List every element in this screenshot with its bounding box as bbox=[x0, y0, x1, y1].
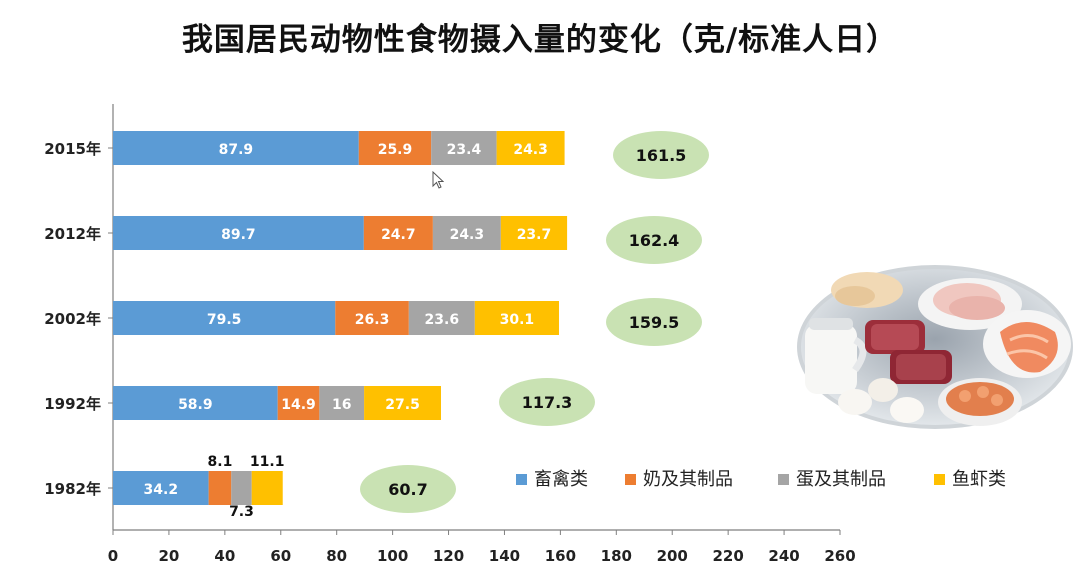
x-tick-label: 20 bbox=[158, 547, 179, 565]
total-badge bbox=[499, 378, 595, 426]
mouse-cursor-icon bbox=[432, 171, 444, 189]
bar-segment bbox=[474, 301, 559, 335]
category-label: 1982年 bbox=[44, 480, 101, 498]
data-label: 25.9 bbox=[378, 142, 413, 158]
x-tick-label: 40 bbox=[214, 547, 235, 565]
total-badge bbox=[606, 216, 702, 264]
category-label: 2015年 bbox=[44, 140, 101, 158]
total-label: 161.5 bbox=[636, 146, 687, 165]
legend-swatch bbox=[625, 474, 636, 485]
bar-segment bbox=[408, 301, 475, 335]
total-label: 117.3 bbox=[522, 393, 573, 412]
x-tick-label: 240 bbox=[768, 547, 799, 565]
bar-segment bbox=[113, 301, 336, 335]
bar-segment bbox=[319, 386, 365, 420]
legend-label: 畜禽类 bbox=[534, 469, 588, 490]
bar-segment bbox=[363, 216, 433, 250]
bar-segment bbox=[364, 386, 441, 420]
total-badge bbox=[613, 131, 709, 179]
data-label: 23.6 bbox=[425, 312, 460, 328]
bar-segment bbox=[500, 216, 568, 250]
x-tick-label: 100 bbox=[377, 547, 408, 565]
x-tick-label: 120 bbox=[433, 547, 464, 565]
bar-segment bbox=[113, 216, 364, 250]
data-label: 24.7 bbox=[381, 227, 416, 243]
data-label: 27.5 bbox=[385, 397, 420, 413]
x-tick-label: 140 bbox=[489, 547, 520, 565]
food-photo-icon bbox=[797, 265, 1073, 429]
category-label: 2012年 bbox=[44, 225, 101, 243]
legend-label: 鱼虾类 bbox=[952, 469, 1006, 490]
data-label: 11.1 bbox=[250, 454, 285, 470]
legend-label: 蛋及其制品 bbox=[796, 469, 886, 490]
data-label: 87.9 bbox=[219, 142, 254, 158]
data-label: 30.1 bbox=[500, 312, 535, 328]
bar-segment bbox=[113, 131, 359, 165]
total-badge bbox=[606, 298, 702, 346]
x-tick-label: 200 bbox=[657, 547, 688, 565]
data-label: 26.3 bbox=[355, 312, 390, 328]
legend-swatch bbox=[934, 474, 945, 485]
legend-swatch bbox=[516, 474, 527, 485]
data-label: 58.9 bbox=[178, 397, 213, 413]
category-label: 1992年 bbox=[44, 395, 101, 413]
x-tick-label: 160 bbox=[545, 547, 576, 565]
x-tick-label: 80 bbox=[326, 547, 347, 565]
bar-segment bbox=[496, 131, 565, 165]
bar-segment bbox=[335, 301, 409, 335]
data-label: 34.2 bbox=[144, 482, 179, 498]
data-label: 7.3 bbox=[229, 504, 254, 520]
bar-segment bbox=[231, 471, 252, 505]
bar-segment bbox=[358, 131, 432, 165]
total-label: 162.4 bbox=[629, 231, 680, 250]
x-tick-label: 260 bbox=[824, 547, 855, 565]
data-label: 89.7 bbox=[221, 227, 256, 243]
data-label: 79.5 bbox=[207, 312, 242, 328]
data-label: 23.4 bbox=[447, 142, 482, 158]
bar-segment bbox=[431, 131, 497, 165]
data-label: 23.7 bbox=[517, 227, 552, 243]
bar-segment bbox=[113, 386, 278, 420]
legend-swatch bbox=[778, 474, 789, 485]
total-label: 159.5 bbox=[629, 313, 680, 332]
bar-segment bbox=[113, 471, 209, 505]
bar-segment bbox=[208, 471, 232, 505]
total-badge bbox=[360, 465, 456, 513]
bar-segment bbox=[277, 386, 320, 420]
x-tick-label: 0 bbox=[108, 547, 118, 565]
data-label: 8.1 bbox=[208, 454, 233, 470]
legend-label: 奶及其制品 bbox=[643, 469, 733, 490]
chart-title: 我国居民动物性食物摄入量的变化（克/标准人日） bbox=[181, 22, 899, 58]
bar-segment bbox=[251, 471, 283, 505]
category-label: 2002年 bbox=[44, 310, 101, 328]
data-label: 14.9 bbox=[281, 397, 316, 413]
x-tick-label: 60 bbox=[270, 547, 291, 565]
x-tick-label: 220 bbox=[712, 547, 743, 565]
data-label: 24.3 bbox=[513, 142, 548, 158]
data-label: 24.3 bbox=[450, 227, 485, 243]
bar-segment bbox=[432, 216, 501, 250]
data-label: 16 bbox=[332, 397, 351, 413]
x-tick-label: 180 bbox=[601, 547, 632, 565]
total-label: 60.7 bbox=[388, 480, 427, 499]
